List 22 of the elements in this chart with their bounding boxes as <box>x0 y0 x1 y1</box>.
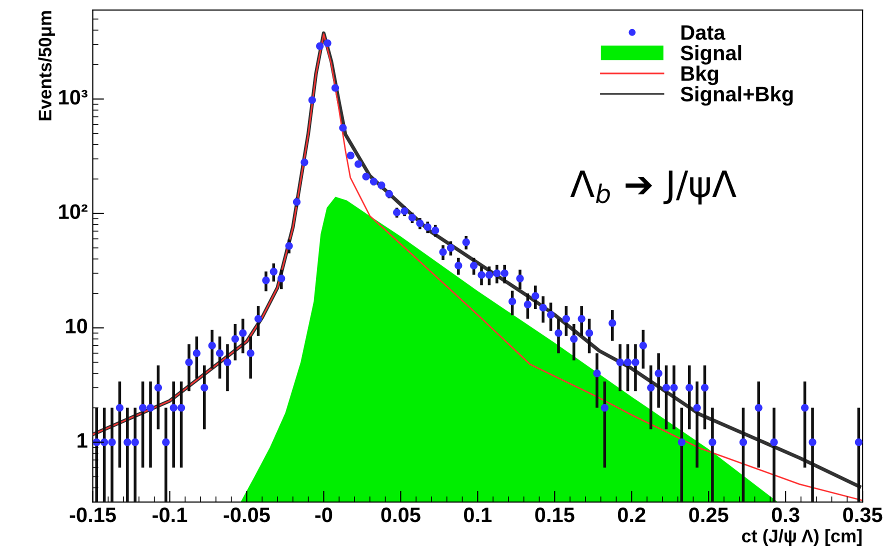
x-tick-label: -0.05 <box>224 507 270 522</box>
x-tick-label: -0 <box>315 507 332 522</box>
x-tick-label: -0.15 <box>70 507 116 522</box>
y-axis-title: Events/50μm <box>38 11 55 120</box>
legend-label: Signal+Bkg <box>680 86 793 106</box>
annotation: Λ$_{b}$ ➔ J/ψΛ <box>570 170 736 204</box>
legend-label: Data <box>681 25 726 40</box>
legend-label: Signal <box>680 45 742 65</box>
y-tick-label: 1 <box>78 433 88 448</box>
x-tick-label: 0.2 <box>618 507 646 522</box>
x-tick-label: 0.35 <box>843 507 882 522</box>
x-tick-label: 0.15 <box>535 507 574 522</box>
x-tick-label: -0.1 <box>152 507 188 522</box>
x-tick-label: 0.05 <box>381 507 420 522</box>
legend-label: Bkg <box>681 66 718 86</box>
x-axis-title: ct (J/ψ Λ) [cm] <box>742 529 862 546</box>
y-tick-label: 10 <box>66 318 88 334</box>
y-tick-label: 10³ <box>59 90 88 105</box>
y-tick-label: 10² <box>59 204 88 220</box>
x-tick-label: 0.25 <box>689 507 728 522</box>
x-tick-label: 0.1 <box>464 507 492 522</box>
x-tick-label: 0.3 <box>772 507 800 522</box>
